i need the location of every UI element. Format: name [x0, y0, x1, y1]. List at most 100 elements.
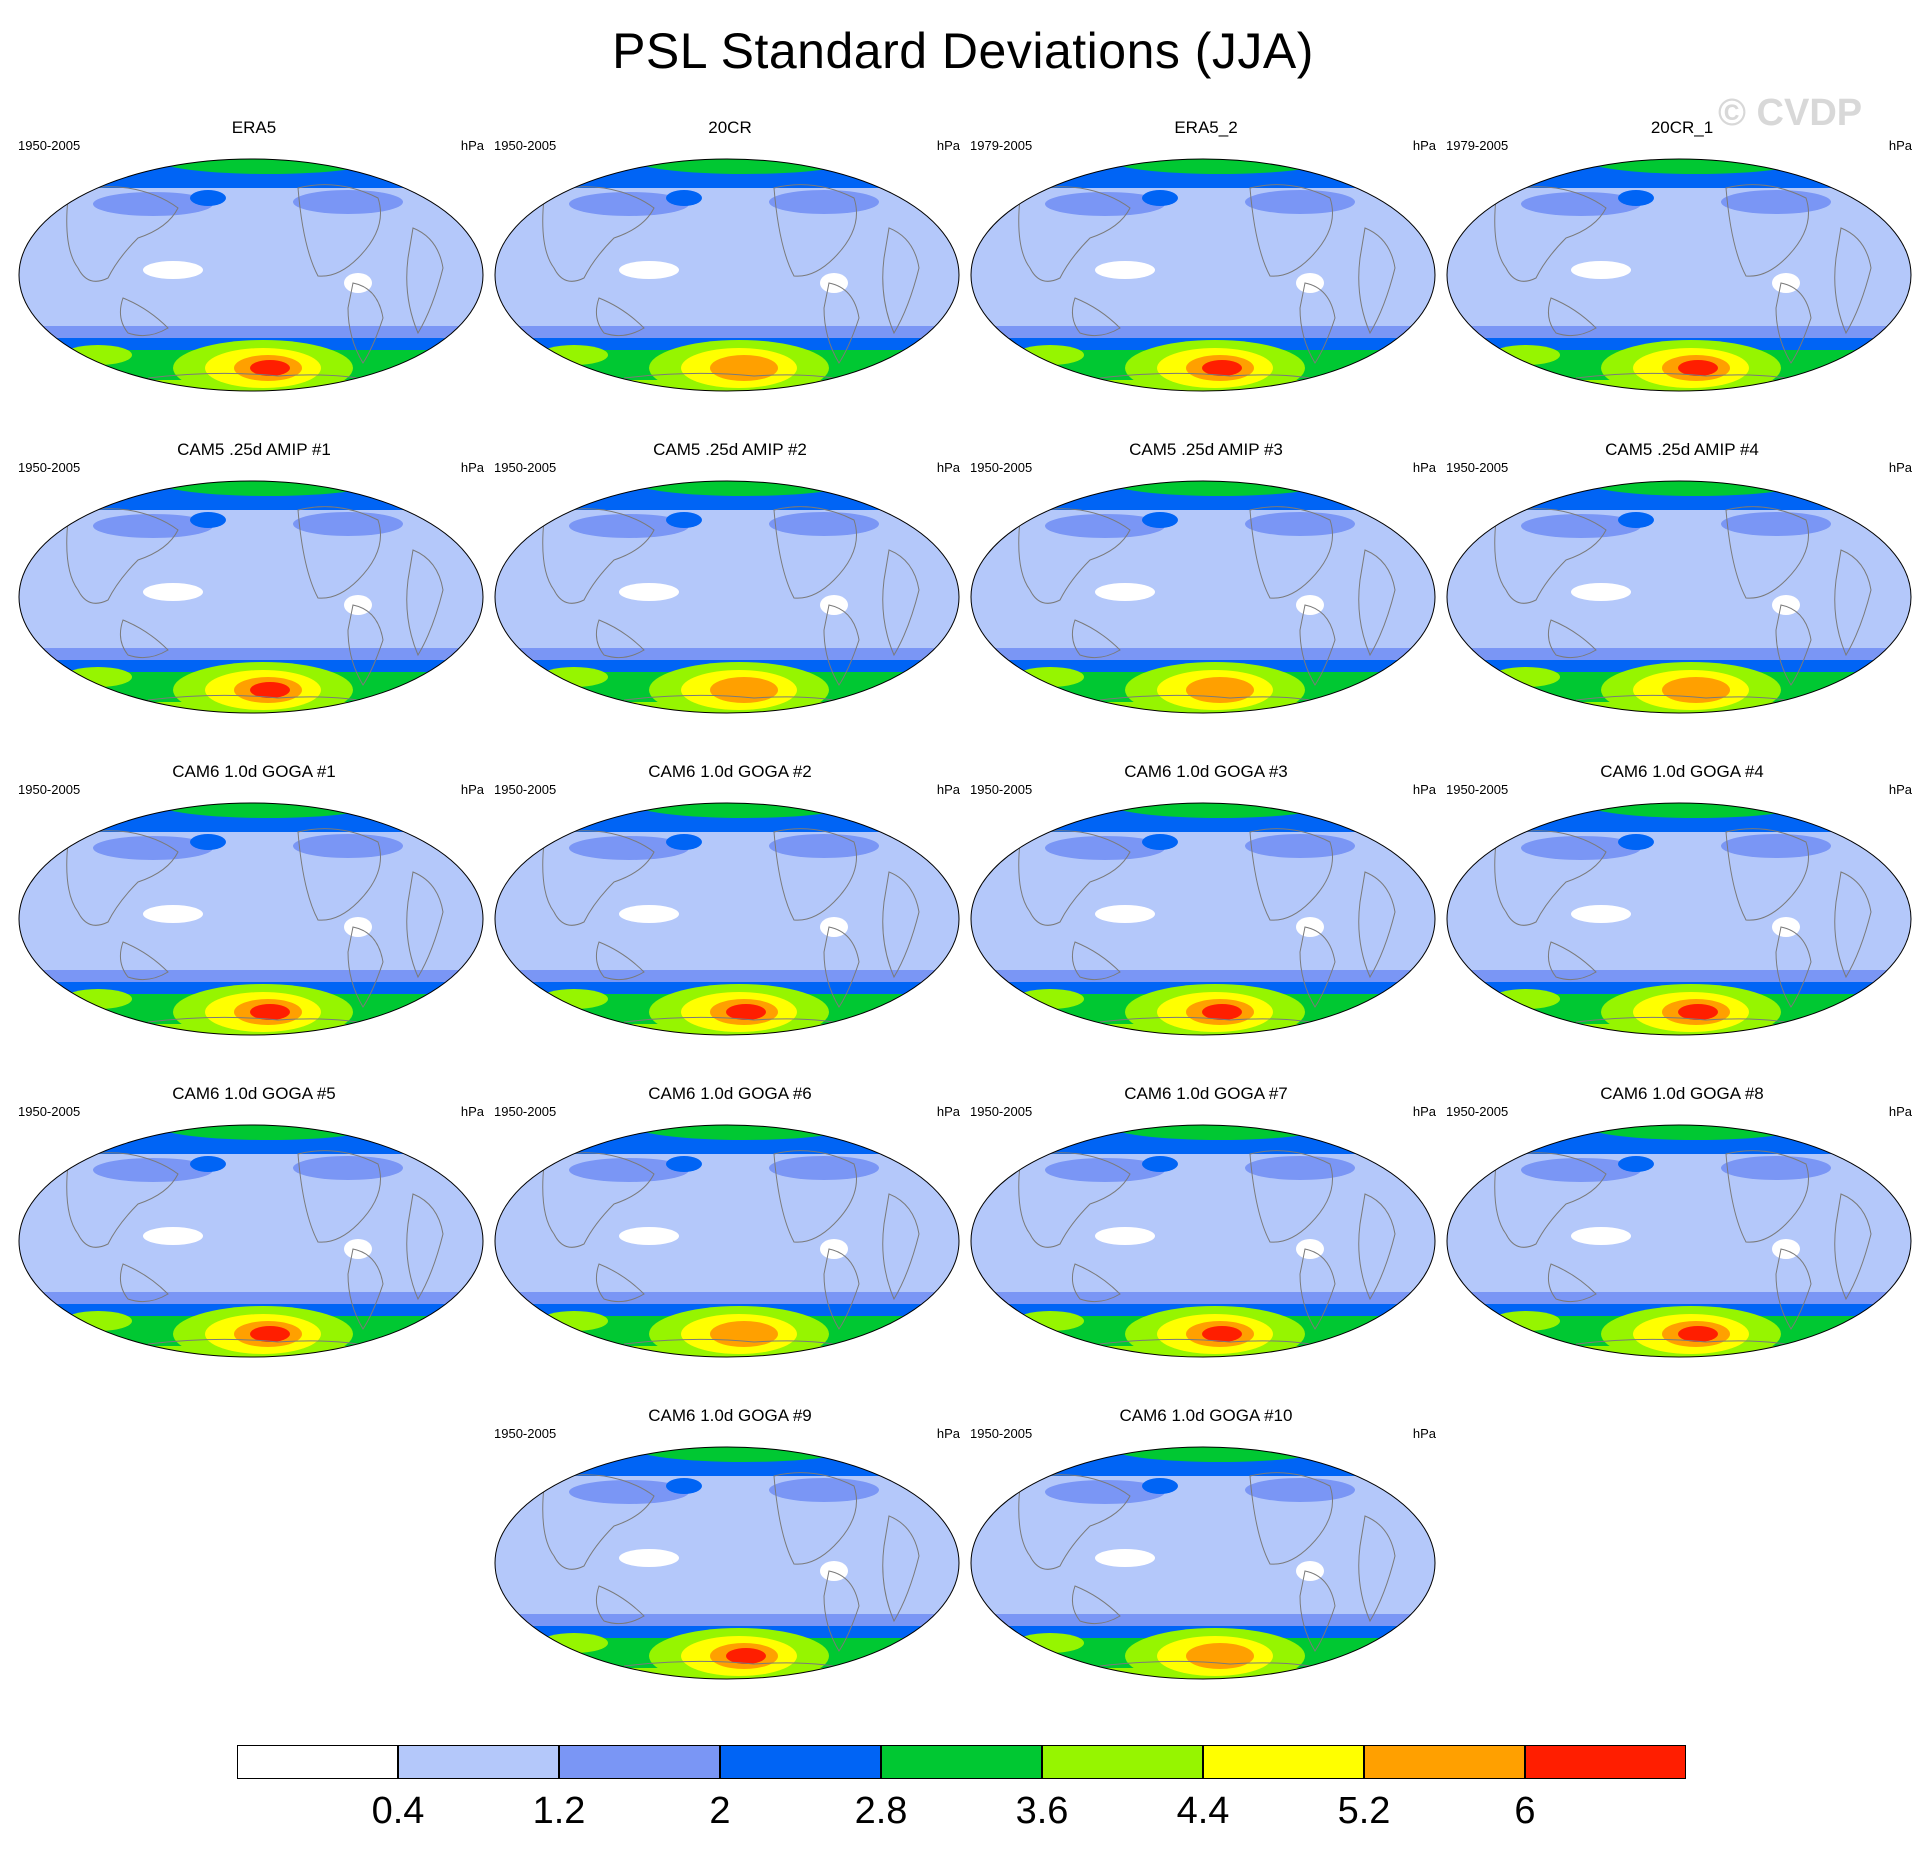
- coastline-1: [1494, 186, 1607, 282]
- map-container: [1444, 800, 1914, 1043]
- panel-units: hPa: [1412, 138, 1436, 153]
- panel-units: hPa: [1888, 460, 1912, 475]
- coastline-2: [1547, 619, 1597, 659]
- coastline-4: [1299, 604, 1336, 686]
- north-atlantic-blob: [1245, 190, 1355, 214]
- coastline-1: [1494, 830, 1607, 926]
- coastline-4: [823, 1570, 860, 1652]
- colorbar-label: 6: [1514, 1790, 1536, 1832]
- north-atlantic-blob: [769, 512, 879, 536]
- coastline-5: [1834, 227, 1872, 335]
- south-pacific-level8: [250, 360, 290, 376]
- coastline-2: [595, 941, 645, 981]
- north-atlantic-blob: [769, 190, 879, 214]
- north-pacific-blob: [1045, 1158, 1165, 1182]
- north-pacific-blob: [1045, 1480, 1165, 1504]
- colorbar-swatch: [1364, 1745, 1525, 1779]
- panel-years: 1950-2005: [1446, 1104, 1509, 1119]
- north-atlantic-blob: [1721, 190, 1831, 214]
- psl-map: [494, 158, 960, 392]
- map-container: [968, 1122, 1438, 1365]
- panel-units: hPa: [936, 1104, 960, 1119]
- panel-units: hPa: [460, 1104, 484, 1119]
- panel-years: 1950-2005: [18, 1104, 81, 1119]
- coastline-5: [406, 227, 444, 335]
- coastline-5: [406, 1193, 444, 1301]
- tropical-min-west: [1095, 905, 1155, 923]
- coastline-6: [1099, 1016, 1331, 1027]
- south-pacific-level8: [726, 1648, 766, 1664]
- colorbar-swatch: [1525, 1745, 1686, 1779]
- psl-map: [1446, 1124, 1912, 1358]
- arctic-core: [158, 159, 378, 174]
- coastline-6: [1099, 694, 1331, 705]
- panel-units: hPa: [460, 782, 484, 797]
- panel-title: CAM5 .25d AMIP #1: [177, 440, 331, 459]
- coastline-3: [1249, 1472, 1333, 1565]
- coastline-3: [773, 506, 857, 599]
- colorbar-label: 2.8: [854, 1790, 908, 1832]
- north-atlantic-blob: [293, 1156, 403, 1180]
- south-pacific-level7: [1186, 677, 1254, 703]
- arctic-core: [634, 481, 854, 496]
- coastline-3: [773, 1472, 857, 1565]
- aleutian-spot: [190, 512, 226, 528]
- arctic-core: [158, 1125, 378, 1140]
- panel-units: hPa: [936, 138, 960, 153]
- arctic-core: [158, 803, 378, 818]
- tropical-min-west: [1095, 261, 1155, 279]
- arctic-core: [1586, 481, 1806, 496]
- map-panel: 20CR 1950-2005 hPa: [492, 118, 968, 428]
- coastline-4: [1775, 926, 1812, 1008]
- coastline-4: [823, 604, 860, 686]
- coastline-5: [1358, 549, 1396, 657]
- panel-title: ERA5: [231, 118, 277, 137]
- aleutian-spot: [1142, 1478, 1178, 1494]
- south-pacific-level8: [1678, 1326, 1718, 1342]
- arctic-core: [158, 481, 378, 496]
- map-panel: CAM6 1.0d GOGA #1 1950-2005 hPa: [16, 762, 492, 1072]
- north-pacific-blob: [569, 192, 689, 216]
- panel-title: 20CR: [708, 118, 752, 137]
- north-pacific-blob: [1521, 1158, 1641, 1182]
- map-panel: CAM5 .25d AMIP #3 1950-2005 hPa: [968, 440, 1444, 750]
- aleutian-spot: [1618, 512, 1654, 528]
- arctic-core: [1110, 159, 1330, 174]
- arctic-core: [634, 1447, 854, 1462]
- panel-units: hPa: [1888, 138, 1912, 153]
- coastline-6: [623, 1660, 855, 1671]
- coastline-4: [1775, 604, 1812, 686]
- north-atlantic-blob: [1245, 834, 1355, 858]
- arctic-core: [634, 159, 854, 174]
- coastline-5: [406, 549, 444, 657]
- panel-years: 1950-2005: [494, 1104, 557, 1119]
- colorbar-swatch: [559, 1745, 720, 1779]
- panel-units: hPa: [1412, 1426, 1436, 1441]
- tropical-min-west: [1571, 1227, 1631, 1245]
- coastline-5: [1834, 549, 1872, 657]
- panel-years: 1950-2005: [18, 782, 81, 797]
- north-pacific-blob: [93, 1158, 213, 1182]
- map-panel: CAM6 1.0d GOGA #2 1950-2005 hPa: [492, 762, 968, 1072]
- coastline-3: [1725, 1150, 1809, 1243]
- coastline-1: [1018, 508, 1131, 604]
- aleutian-spot: [190, 834, 226, 850]
- map-panel: CAM6 1.0d GOGA #3 1950-2005 hPa: [968, 762, 1444, 1072]
- colorbar-swatch: [881, 1745, 1042, 1779]
- colorbar-label: 1.2: [532, 1790, 586, 1832]
- panel-title: CAM5 .25d AMIP #4: [1605, 440, 1759, 459]
- south-pacific-level8: [1202, 1326, 1242, 1342]
- coastline-3: [1249, 1150, 1333, 1243]
- map-container: [1444, 478, 1914, 721]
- aleutian-spot: [1618, 834, 1654, 850]
- coastline-2: [119, 941, 169, 981]
- coastline-4: [347, 1248, 384, 1330]
- north-pacific-blob: [93, 192, 213, 216]
- map-container: [16, 800, 486, 1043]
- colorbar-swatch: [720, 1745, 881, 1779]
- coastline-6: [1575, 372, 1807, 383]
- psl-map: [970, 1446, 1436, 1680]
- coastline-5: [882, 227, 920, 335]
- coastline-3: [1249, 828, 1333, 921]
- coastline-5: [1358, 871, 1396, 979]
